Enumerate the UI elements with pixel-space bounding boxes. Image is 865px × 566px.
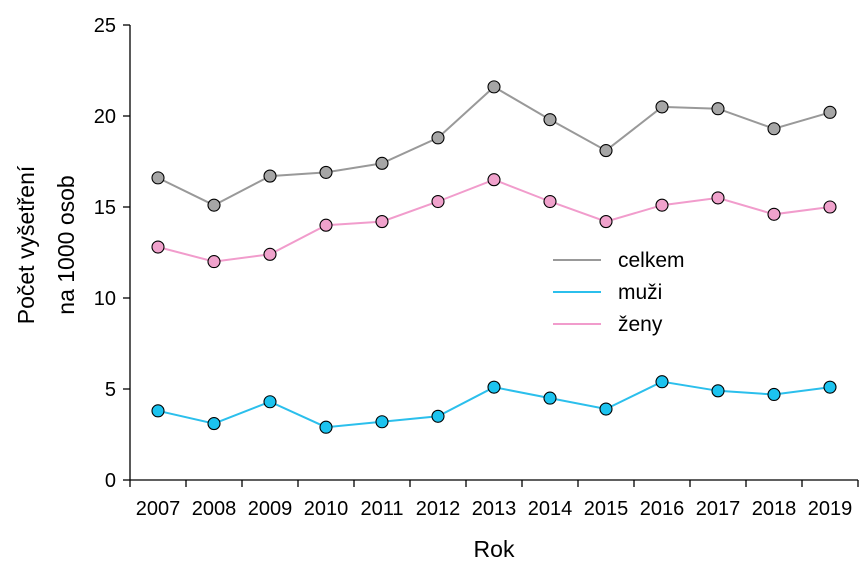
y-tick-label: 25 — [94, 15, 116, 37]
series-2 — [151, 173, 837, 269]
data-point — [599, 144, 613, 158]
x-tick-label: 2017 — [696, 498, 741, 520]
legend-label-zeny: ženy — [618, 313, 663, 336]
data-point — [431, 409, 445, 423]
data-point — [151, 171, 165, 185]
data-point — [823, 200, 837, 214]
data-point — [207, 417, 221, 431]
y-axis-title-line1: Počet vyšetření — [13, 165, 39, 324]
y-tick-label: 5 — [105, 379, 116, 401]
y-tick-label: 20 — [94, 106, 116, 128]
x-tick-label: 2018 — [752, 498, 797, 520]
x-ticks: 2007 2008 2009 2010 2011 2012 2013 2014 2015 2016… — [129, 480, 859, 520]
data-point — [263, 169, 277, 183]
data-point — [543, 391, 557, 405]
data-point — [151, 404, 165, 418]
series-1 — [151, 375, 837, 434]
data-point — [767, 122, 781, 136]
data-point — [655, 100, 669, 114]
data-point — [487, 380, 501, 394]
y-tick-label: 0 — [105, 470, 116, 492]
x-tick-label: 2019 — [808, 498, 853, 520]
x-tick-label: 2009 — [248, 498, 293, 520]
legend-label-muzi: muži — [618, 281, 662, 304]
data-point — [655, 198, 669, 212]
data-point — [543, 113, 557, 127]
x-tick-label: 2012 — [416, 498, 461, 520]
x-tick-label: 2013 — [472, 498, 517, 520]
data-point — [823, 380, 837, 394]
legend-label-celkem: celkem — [618, 249, 685, 272]
data-point — [711, 102, 725, 116]
x-tick-label: 2010 — [304, 498, 349, 520]
x-tick-label: 2008 — [192, 498, 237, 520]
data-point — [207, 198, 221, 212]
data-point — [431, 194, 445, 209]
data-point — [655, 375, 669, 389]
data-point — [207, 255, 221, 269]
data-point — [319, 218, 333, 232]
x-tick-label: 2015 — [584, 498, 629, 520]
data-point — [319, 420, 333, 434]
data-point — [599, 215, 613, 229]
x-tick-label: 2016 — [640, 498, 685, 520]
series-layer — [151, 80, 837, 434]
data-point — [263, 247, 277, 261]
series-line — [157, 178, 831, 263]
y-axis-title-line2: na 1000 osob — [53, 175, 79, 314]
data-point — [263, 395, 277, 409]
data-point — [375, 215, 389, 229]
data-point — [431, 131, 445, 145]
data-point — [767, 207, 781, 221]
data-point — [375, 156, 389, 170]
data-point — [711, 191, 725, 205]
x-tick-label: 2014 — [528, 498, 573, 520]
data-point — [599, 402, 613, 416]
data-point — [767, 387, 781, 402]
data-point — [543, 194, 557, 209]
y-ticks: 0 5 10 15 20 25 — [94, 15, 130, 492]
axes — [129, 25, 858, 481]
data-point — [711, 384, 725, 398]
data-point — [823, 105, 837, 119]
y-tick-label: 10 — [94, 288, 116, 310]
data-point — [487, 173, 501, 187]
y-tick-label: 15 — [94, 197, 116, 219]
x-tick-label: 2007 — [136, 498, 181, 520]
series-0 — [151, 80, 837, 212]
data-point — [375, 415, 389, 429]
x-tick-label: 2011 — [360, 498, 403, 520]
data-point — [487, 80, 501, 94]
series-line — [157, 85, 831, 207]
data-point — [151, 240, 165, 254]
data-point — [319, 165, 333, 179]
x-axis-title: Rok — [474, 536, 515, 562]
legend: celkem muži ženy — [553, 249, 685, 336]
